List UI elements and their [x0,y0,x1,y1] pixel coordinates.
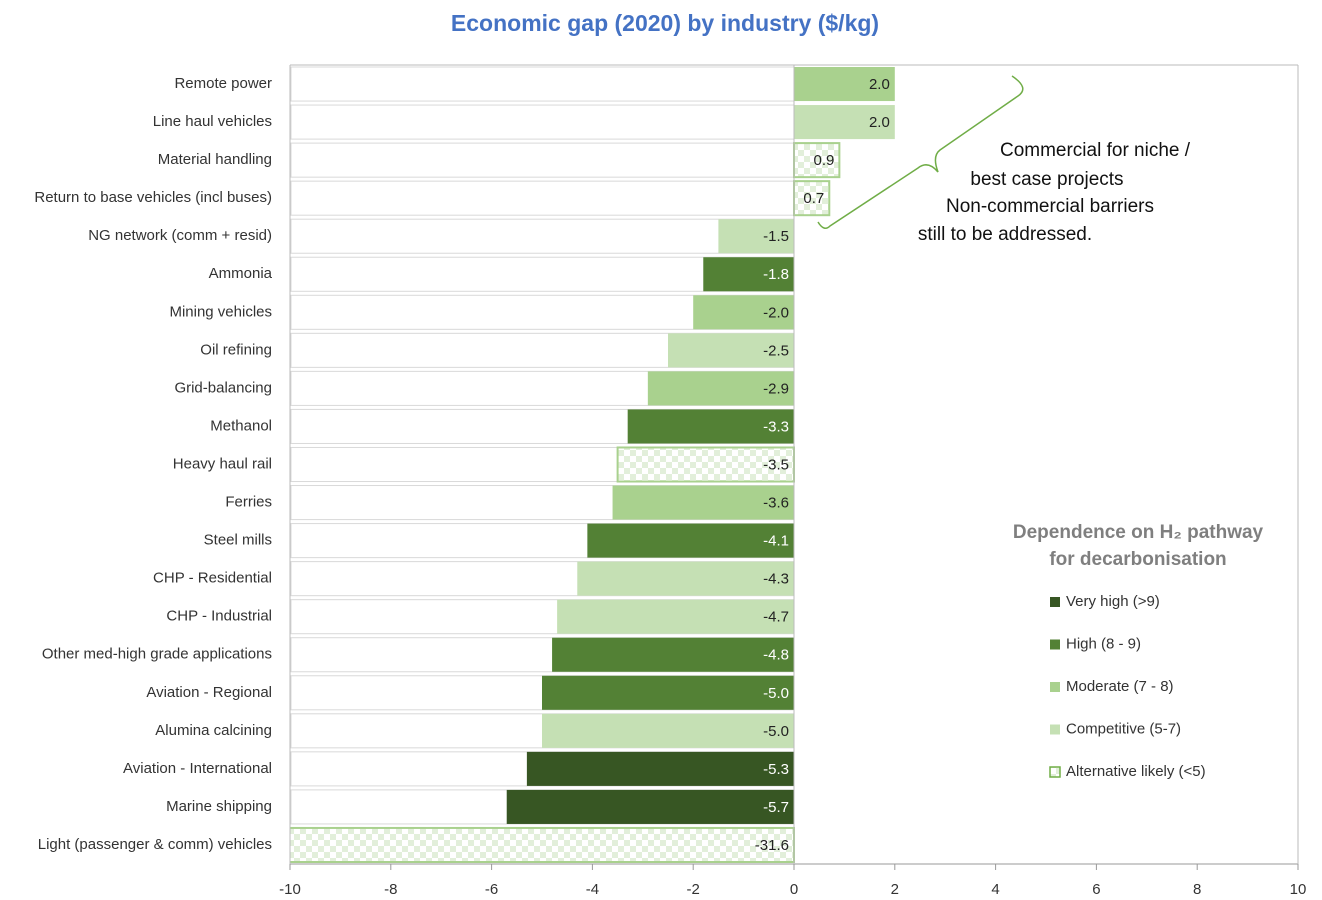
value-label: -4.3 [763,571,789,588]
value-label: -2.5 [763,342,789,359]
x-tick-label: 10 [1290,881,1307,898]
y-tick-label: NG network (comm + resid) [88,227,272,244]
annotation: still to be addressed. [918,224,1092,245]
y-tick-label: Heavy haul rail [173,455,272,472]
bar [627,409,794,444]
x-tick-label: 4 [991,881,999,898]
bar [703,257,794,292]
y-tick-label: Aviation - International [123,760,272,777]
value-label: -5.0 [763,685,789,702]
legend-title: for decarbonisation [1049,549,1226,570]
value-label: -1.5 [763,228,789,245]
bar [793,180,831,217]
y-tick-label: Grid-balancing [174,379,272,396]
x-tick-label: 0 [790,881,798,898]
y-tick-label: Aviation - Regional [146,684,272,701]
value-label: -4.1 [763,533,789,550]
bar [668,333,794,368]
y-tick-label: Light (passenger & comm) vehicles [38,836,272,853]
x-tick-label: -10 [279,881,301,898]
x-tick-label: -4 [586,881,599,898]
annotation: Commercial for niche / [1000,140,1191,161]
row-background [290,218,795,254]
y-tick-label: Steel mills [204,532,272,549]
bar [290,826,795,864]
brace [817,75,1024,229]
bar [693,295,794,330]
bar [794,67,895,102]
legend-label: Moderate (7 - 8) [1066,678,1174,695]
bar [718,219,794,254]
x-tick-label: -8 [384,881,397,898]
value-label: -5.0 [763,723,789,740]
y-tick-label: Marine shipping [166,798,272,815]
value-label: 0.9 [814,152,835,169]
bar [587,523,794,558]
y-tick-label: Other med-high grade applications [42,646,272,663]
y-tick-label: Mining vehicles [169,303,272,320]
legend-swatch [1050,597,1060,607]
bar [577,561,794,596]
legend-label: High (8 - 9) [1066,635,1141,652]
legend-swatch [1050,639,1060,650]
x-tick-label: 6 [1092,881,1100,898]
legend-swatch [1050,724,1060,735]
value-label: -2.9 [763,380,789,397]
bar [542,713,794,748]
value-label: -31.6 [755,837,789,854]
y-tick-label: Line haul vehicles [153,113,272,130]
value-label: 2.0 [869,114,890,131]
value-label: -3.6 [763,495,789,512]
x-tick-label: -2 [687,881,700,898]
legend-label: Very high (>9) [1066,593,1160,610]
value-label: -2.0 [763,304,789,321]
legend-label: Alternative likely (<5) [1066,763,1206,780]
annotation: best case projects [970,169,1123,190]
y-tick-label: Methanol [210,417,272,434]
x-tick-label: -6 [485,881,498,898]
bar [616,446,795,483]
y-tick-label: Oil refining [200,341,272,358]
bar [647,371,794,406]
y-tick-label: Remote power [174,75,272,92]
y-tick-label: Material handling [158,151,272,168]
row-background [290,66,795,102]
legend-label: Competitive (5-7) [1066,720,1181,737]
y-tick-label: Alumina calcining [155,722,272,739]
y-tick-label: Ferries [225,494,272,511]
x-tick-label: 2 [891,881,899,898]
value-label: -3.5 [763,456,789,473]
bar [552,637,794,672]
legend-swatch [1050,682,1060,692]
annotation: Non-commercial barriers [946,196,1154,217]
chart-title: Economic gap (2020) by industry ($/kg) [451,10,879,36]
value-label: -4.8 [763,647,789,664]
bar [506,789,794,824]
legend-title: Dependence on H₂ pathway [1013,522,1264,543]
row-background [290,104,795,140]
bar [526,751,794,786]
value-label: -5.3 [763,761,789,778]
y-tick-label: CHP - Industrial [166,608,272,625]
bar [612,485,794,520]
value-label: 2.0 [869,76,890,93]
bar [557,599,794,634]
bar [794,105,895,140]
y-tick-label: Ammonia [209,265,273,282]
legend-swatch [1049,766,1061,778]
y-tick-label: CHP - Residential [153,570,272,587]
value-label: -3.3 [763,418,789,435]
y-tick-label: Return to base vehicles (incl buses) [34,189,272,206]
value-label: -1.8 [763,266,789,283]
x-tick-label: 8 [1193,881,1201,898]
bar [542,675,794,710]
value-label: -4.7 [763,609,789,626]
value-label: -5.7 [763,799,789,816]
plot-area [290,66,895,864]
row-background [290,180,795,216]
value-label: 0.7 [803,190,824,207]
row-background [290,142,795,178]
